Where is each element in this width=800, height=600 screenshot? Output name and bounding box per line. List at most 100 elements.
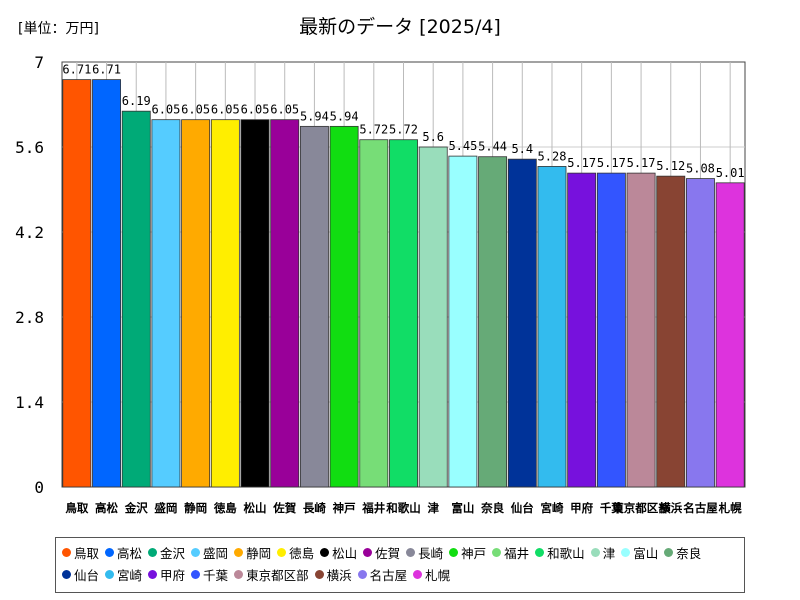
- data-label: 5.01: [716, 166, 745, 180]
- legend-swatch: [234, 547, 244, 557]
- data-label: 5.45: [448, 139, 477, 153]
- legend-item: 津: [590, 541, 615, 563]
- legend-item: 札幌: [413, 563, 450, 585]
- data-label: 5.94: [300, 109, 329, 123]
- data-label: 5.17: [597, 156, 626, 170]
- legend-swatch: [234, 569, 244, 579]
- data-label: 5.4: [511, 142, 533, 156]
- bar: [151, 119, 181, 488]
- data-label: 6.05: [270, 103, 299, 117]
- legend-swatch: [363, 547, 373, 557]
- legend-label: 徳島: [289, 545, 315, 561]
- bar: [686, 178, 715, 488]
- legend-label: 鳥取: [74, 545, 100, 561]
- y-tick-label: 7: [34, 53, 44, 72]
- legend-swatch: [413, 569, 423, 579]
- legend-label: 松山: [332, 545, 358, 561]
- data-label: 6.71: [92, 63, 121, 77]
- legend-label: 佐賀: [375, 545, 401, 561]
- legend-swatch: [406, 547, 416, 557]
- bar: [448, 155, 478, 488]
- legend-item: 横浜: [314, 563, 352, 585]
- legend-swatch: [621, 547, 631, 557]
- legend-item: 盛岡: [191, 541, 228, 563]
- data-label: 6.19: [122, 94, 151, 108]
- x-tick-label: 仙台: [511, 501, 534, 515]
- y-tick-label: 1.4: [15, 393, 44, 412]
- legend-label: 金沢: [160, 545, 186, 561]
- legend-label: 長崎: [418, 545, 444, 561]
- legend-item: 静岡: [234, 541, 271, 563]
- data-label: 5.94: [330, 109, 359, 123]
- legend-label: 宮崎: [117, 567, 143, 583]
- x-tick-label: 神戸: [333, 501, 356, 515]
- legend-swatch: [277, 547, 287, 557]
- x-tick-label: 松山: [244, 501, 267, 515]
- legend-label: 盛岡: [203, 545, 229, 561]
- data-label: 5.17: [627, 156, 656, 170]
- data-label: 6.05: [151, 103, 180, 117]
- legend-label: 福井: [504, 545, 530, 561]
- bar: [478, 156, 508, 488]
- x-tick-label: 徳島: [213, 501, 237, 515]
- bar: [418, 146, 448, 488]
- legend-label: 仙台: [74, 567, 100, 583]
- legend-swatch: [148, 569, 158, 579]
- legend-swatch: [590, 547, 600, 557]
- legend-label: 富山: [633, 545, 659, 561]
- x-tick-label: 千葉: [600, 501, 623, 515]
- bar: [389, 139, 418, 488]
- legend-item: 佐賀: [363, 541, 400, 563]
- data-label: 5.72: [359, 123, 388, 137]
- legend-label: 千葉: [203, 567, 229, 583]
- x-tick-label: 盛岡: [154, 501, 177, 515]
- legend-label: 横浜: [326, 567, 352, 583]
- bar: [62, 79, 92, 488]
- bar: [270, 119, 300, 488]
- legend-item: 鳥取: [62, 541, 99, 563]
- legend-label: 札幌: [425, 567, 451, 583]
- legend-item: 名古屋: [357, 563, 407, 585]
- legend-swatch: [191, 569, 201, 579]
- data-label: 5.17: [567, 156, 596, 170]
- legend-swatch: [664, 547, 674, 557]
- legend-item: 東京都区部: [234, 563, 309, 585]
- bar: [299, 125, 329, 488]
- legend-swatch: [105, 547, 115, 557]
- x-tick-label: 長崎: [303, 501, 326, 515]
- chart-title: 最新のデータ [2025/4]: [299, 16, 501, 38]
- x-tick-label: 静岡: [184, 501, 207, 515]
- x-tick-label: 東京都区部: [612, 501, 670, 515]
- x-tick-label: 金沢: [124, 501, 148, 515]
- x-tick-label: 佐賀: [272, 501, 296, 515]
- legend-item: 高松: [105, 541, 142, 563]
- data-label: 5.6: [422, 130, 444, 144]
- legend-item: 千葉: [191, 563, 228, 585]
- legend-item: 宮崎: [105, 563, 142, 585]
- x-tick-label: 横浜: [659, 501, 682, 515]
- legend-item: 奈良: [664, 541, 701, 563]
- x-tick-label: 宮崎: [540, 501, 563, 515]
- data-label: 6.71: [62, 63, 91, 77]
- legend-swatch: [535, 547, 545, 557]
- y-tick-label: 4.2: [15, 223, 44, 242]
- bar: [92, 79, 121, 488]
- y-tick-label: 0: [34, 478, 44, 497]
- legend: 鳥取 高松 金沢 盛岡 静岡 徳島 松山 佐賀 長崎 神戸 福井 和歌山 津 富山 奈良 仙台 宮崎 甲府 千葉 東京…: [55, 537, 745, 593]
- legend-item: 松山: [320, 541, 357, 563]
- x-tick-label: 鳥取: [65, 501, 88, 515]
- legend-item: 金沢: [148, 541, 185, 563]
- x-tick-label: 札幌: [718, 501, 742, 515]
- bar: [596, 172, 626, 488]
- bar: [507, 158, 537, 488]
- data-label: 5.44: [478, 140, 507, 154]
- bar: [537, 166, 567, 488]
- bar: [121, 110, 151, 488]
- legend-label: 高松: [117, 545, 143, 561]
- legend-swatch: [148, 547, 158, 557]
- bar: [240, 119, 270, 488]
- legend-item: 福井: [492, 541, 529, 563]
- bar: [626, 172, 656, 488]
- y-tick-label: 2.8: [15, 308, 44, 327]
